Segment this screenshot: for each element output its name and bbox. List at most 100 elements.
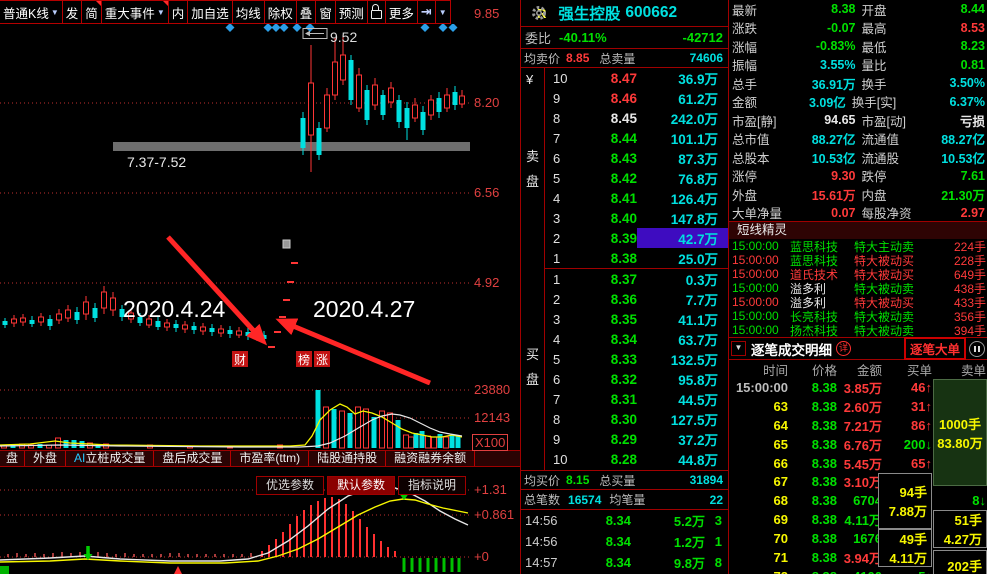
toolbar-button-tabarrow[interactable]: ⇥ <box>416 0 436 24</box>
transaction-row[interactable]: 68 8.38 6704 8↓ <box>729 491 987 510</box>
sell-level-row[interactable]: 7 8.44 101.1万 <box>545 128 728 148</box>
stats-row: 总市值 88.27亿 流通值 88.27亿 <box>729 130 987 149</box>
toolbar-button-均线[interactable]: 均线 <box>231 0 265 24</box>
weibi-label: 委比 <box>525 31 552 46</box>
alert-type: 特大被动卖 <box>854 281 915 296</box>
volume-chart[interactable] <box>0 385 470 450</box>
kline-chart[interactable]: 9.52 7.37-7.52 2020.4.24 2020.4.27 财 榜涨 <box>0 24 470 385</box>
sell-level-row[interactable]: 3 8.40 147.8万 <box>545 208 728 228</box>
sell-summary: 均卖价 8.85 总卖量 74606 <box>521 49 728 68</box>
stat-value: 8.38 <box>831 2 856 17</box>
alert-row[interactable]: 15:00:00 蓝思科技 特大被动买 228手 <box>729 253 987 268</box>
time-sales-row[interactable]: 14:56 8.34 5.2万 3 <box>521 510 728 531</box>
transaction-row[interactable]: 728.3841005↓ <box>729 567 987 574</box>
alert-row[interactable]: 15:00:00 道氏技术 特大被动买 649手 <box>729 267 987 282</box>
toolbar-button-普通K线[interactable]: 普通K线 ▼ <box>0 0 63 24</box>
level-number: 9 <box>553 431 561 447</box>
transaction-row[interactable]: 66 8.38 5.45万 65↑ <box>729 454 987 473</box>
collapse-caret-icon[interactable]: ▼ <box>731 341 746 356</box>
toolbar-button-叠[interactable]: 叠 <box>295 0 317 24</box>
stat-label: 流通股 <box>861 151 900 166</box>
indicator-tab-盘[interactable]: 盘 <box>0 451 26 466</box>
transaction-row[interactable]: 63 8.38 2.60万 31↑ <box>729 397 987 416</box>
alert-row[interactable]: 15:00:00 长亮科技 特大被动卖 356手 <box>729 309 987 324</box>
indicator-tab-AI立桩成交量[interactable]: AI立桩成交量 <box>66 451 155 466</box>
toolbar-button-窗[interactable]: 窗 <box>315 0 336 24</box>
alert-row[interactable]: 15:00:00 蓝思科技 特大主动卖 224手 <box>729 239 987 254</box>
sell-level-row[interactable]: 8 8.45 242.0万 <box>545 108 728 128</box>
sell-level-row[interactable]: 1 8.38 25.0万 <box>545 248 728 268</box>
detail-badge-icon[interactable]: 详 <box>836 341 851 356</box>
order-book: ¥ 卖盘买盘 10 8.47 36.9万 9 8.46 61.2万 8 8.45 242.0万 7 8… <box>521 68 728 470</box>
indicator-tab-陆股通持股[interactable]: 陆股通持股 <box>309 451 387 466</box>
buy-level-row[interactable]: 4 8.34 63.7万 <box>545 329 728 349</box>
gear-icon[interactable] <box>531 5 547 21</box>
level-volume: 44.5万 <box>678 393 718 408</box>
param-button-默认参数[interactable]: 默认参数 <box>327 476 396 495</box>
level-price: 8.36 <box>610 291 637 307</box>
buy-level-row[interactable]: 9 8.29 37.2万 <box>545 429 728 449</box>
stat-label: 涨跌 <box>732 22 758 37</box>
dropdown-caret-icon: ▼ <box>50 7 59 17</box>
transaction-row[interactable]: 71 8.38 3.94万 <box>729 548 987 567</box>
transaction-row[interactable]: 69 8.38 4.11万 <box>729 510 987 529</box>
indicator-chart[interactable] <box>0 467 470 574</box>
sell-level-row[interactable]: 9 8.46 61.2万 <box>545 88 728 108</box>
alert-row[interactable]: 15:00:00 溢多利 特大被动买 433手 <box>729 295 987 310</box>
buy-level-row[interactable]: 5 8.33 132.5万 <box>545 349 728 369</box>
buy-level-row[interactable]: 2 8.36 7.7万 <box>545 289 728 309</box>
stat-value: 3.55% <box>820 57 856 72</box>
sell-level-row[interactable]: 5 8.42 76.8万 <box>545 168 728 188</box>
transaction-row[interactable]: 67 8.38 3.10万 <box>729 472 987 491</box>
arrow-down-icon: ↓ <box>926 569 933 574</box>
big-order-button[interactable]: 逐笔大单 <box>903 337 966 360</box>
toolbar-button-lock[interactable] <box>366 0 386 24</box>
tick-count: 3 <box>714 513 722 528</box>
transaction-row[interactable]: 15:00:00 8.38 3.85万 46↑ <box>729 378 987 397</box>
buy-level-row[interactable]: 8 8.30 127.5万 <box>545 409 728 429</box>
level-volume: 61.2万 <box>678 92 718 107</box>
time-sales-row[interactable]: 14:57 8.34 9.8万 8 <box>521 552 728 573</box>
buy-level-row[interactable]: 7 8.31 44.5万 <box>545 389 728 409</box>
toolbar-button-预测[interactable]: 预测 <box>334 0 368 24</box>
indicator-tab-盘后成交量[interactable]: 盘后成交量 <box>154 451 232 466</box>
transaction-buy-order: 200↓ <box>882 437 932 452</box>
toolbar-button-加自选[interactable]: 加自选 <box>187 0 233 24</box>
transaction-row[interactable]: 70 8.38 1676 <box>729 529 987 548</box>
alert-time: 15:00:00 <box>732 309 779 323</box>
indicator-tab-市盈率(ttm)[interactable]: 市盈率(ttm) <box>231 451 310 466</box>
toolbar-button-除权[interactable]: 除权 <box>263 0 297 24</box>
buy-level-row[interactable]: 6 8.32 95.8万 <box>545 369 728 389</box>
toolbar-button-重大事件[interactable]: 重大事件 ▼ <box>100 0 169 24</box>
transactions-table: 15:00:00 8.38 3.85万 46↑ 63 8.38 2.60万 31↑ 64 8.38… <box>729 378 987 574</box>
buy-level-row[interactable]: 1 8.37 0.3万 <box>545 269 728 289</box>
sell-level-row[interactable]: 2 8.39 42.7万 <box>545 228 728 248</box>
axis-label: 4.92 <box>474 275 500 290</box>
alert-stock: 溢多利 <box>790 295 827 310</box>
indicator-tab-外盘[interactable]: 外盘 <box>25 451 67 466</box>
level-price: 8.31 <box>610 391 637 407</box>
level-price: 8.45 <box>610 110 637 126</box>
toolbar-button-内[interactable]: 内 <box>167 0 189 24</box>
buy-level-row[interactable]: 10 8.28 44.8万 <box>545 449 728 469</box>
param-button-优选参数[interactable]: 优选参数 <box>256 476 325 495</box>
indicator-tab-融资融券余额[interactable]: 融资融券余额 <box>386 451 476 466</box>
alerts-header[interactable]: 短线精灵 <box>729 222 987 239</box>
sell-level-row[interactable]: 10 8.47 36.9万 <box>545 68 728 88</box>
transaction-row[interactable]: 65 8.38 6.76万 200↓ <box>729 435 987 454</box>
toolbar-button-简[interactable]: 简 <box>81 0 102 24</box>
time-sales-row[interactable]: 14:56 8.34 1.2万 1 <box>521 531 728 552</box>
pause-icon[interactable] <box>969 340 985 357</box>
svg-text:涨: 涨 <box>316 352 328 367</box>
buy-level-row[interactable]: 3 8.35 41.1万 <box>545 309 728 329</box>
sell-level-row[interactable]: 6 8.43 87.3万 <box>545 148 728 168</box>
sell-level-row[interactable]: 4 8.41 126.4万 <box>545 188 728 208</box>
toolbar-button-更多[interactable]: 更多 <box>384 0 418 24</box>
param-button-指标说明[interactable]: 指标说明 <box>398 476 467 495</box>
transaction-row[interactable]: 64 8.38 7.21万 86↑ <box>729 416 987 435</box>
buy-side-label: 盘 <box>526 372 540 387</box>
alert-row[interactable]: 15:00:00 扬杰科技 特大被动卖 394手 <box>729 323 987 338</box>
alert-row[interactable]: 15:00:00 溢多利 特大被动卖 438手 <box>729 281 987 296</box>
toolbar-button-发[interactable]: 发 <box>61 0 83 24</box>
toolbar-button-caret[interactable]: ▼ <box>434 0 451 24</box>
